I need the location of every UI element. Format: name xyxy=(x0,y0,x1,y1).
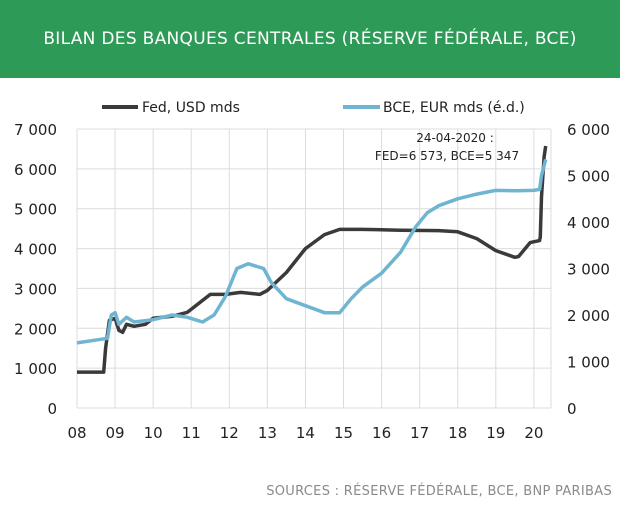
y-tick-label-left: 0 xyxy=(47,400,57,418)
y-tick-label-left: 5 000 xyxy=(14,201,57,219)
y-tick-label-left: 1 000 xyxy=(14,360,57,378)
x-tick-label: 09 xyxy=(106,424,125,442)
chart-title: BILAN DES BANQUES CENTRALES (RÉSERVE FÉD… xyxy=(43,29,577,49)
axis-ticks: 08 09 10 11 12 13 14 15 16 17 18 19 20 0 1 000 2 000 3 0… xyxy=(14,121,610,442)
series-line-fed xyxy=(77,145,548,374)
chart-title-banner: BILAN DES BANQUES CENTRALES (RÉSERVE FÉD… xyxy=(0,0,620,78)
series-lines xyxy=(76,145,548,374)
legend-label-fed: Fed, USD mds xyxy=(142,100,240,116)
y-tick-label-left: 7 000 xyxy=(14,121,57,139)
source-note: SOURCES : RÉSERVE FÉDÉRALE, BCE, BNP PAR… xyxy=(266,484,612,499)
x-tick-label: 18 xyxy=(448,424,467,442)
x-tick-label: 19 xyxy=(486,424,505,442)
y-tick-label-right: 3 000 xyxy=(567,261,610,279)
annotation-values: FED=6 573, BCE=5 347 xyxy=(375,149,519,163)
grid xyxy=(76,128,552,409)
series-line-bce xyxy=(76,158,548,345)
y-tick-label-right: 1 000 xyxy=(567,354,610,372)
x-tick-label: 17 xyxy=(410,424,429,442)
x-tick-label: 15 xyxy=(334,424,353,442)
y-tick-label-left: 3 000 xyxy=(14,280,57,298)
y-tick-label-right: 0 xyxy=(567,400,577,418)
x-tick-label: 20 xyxy=(524,424,543,442)
legend: Fed, USD mds BCE, EUR mds (é.d.) xyxy=(102,100,525,116)
y-tick-label-right: 2 000 xyxy=(567,307,610,325)
y-tick-label-left: 2 000 xyxy=(14,320,57,338)
legend-label-bce: BCE, EUR mds (é.d.) xyxy=(383,100,525,116)
annotation-date: 24-04-2020 : xyxy=(416,131,494,145)
x-tick-label: 12 xyxy=(220,424,239,442)
y-tick-label-right: 4 000 xyxy=(567,214,610,232)
x-tick-label: 14 xyxy=(296,424,315,442)
y-tick-label-left: 6 000 xyxy=(14,161,57,179)
x-tick-label: 08 xyxy=(67,424,86,442)
x-tick-label: 13 xyxy=(258,424,277,442)
x-tick-label: 10 xyxy=(144,424,163,442)
x-tick-label: 16 xyxy=(372,424,391,442)
y-tick-label-right: 6 000 xyxy=(567,121,610,139)
y-tick-label-right: 5 000 xyxy=(567,168,610,186)
balance-sheet-chart: 08 09 10 11 12 13 14 15 16 17 18 19 20 0 1 000 2 000 3 0… xyxy=(14,100,610,442)
y-tick-label-left: 4 000 xyxy=(14,241,57,259)
x-tick-label: 11 xyxy=(182,424,201,442)
